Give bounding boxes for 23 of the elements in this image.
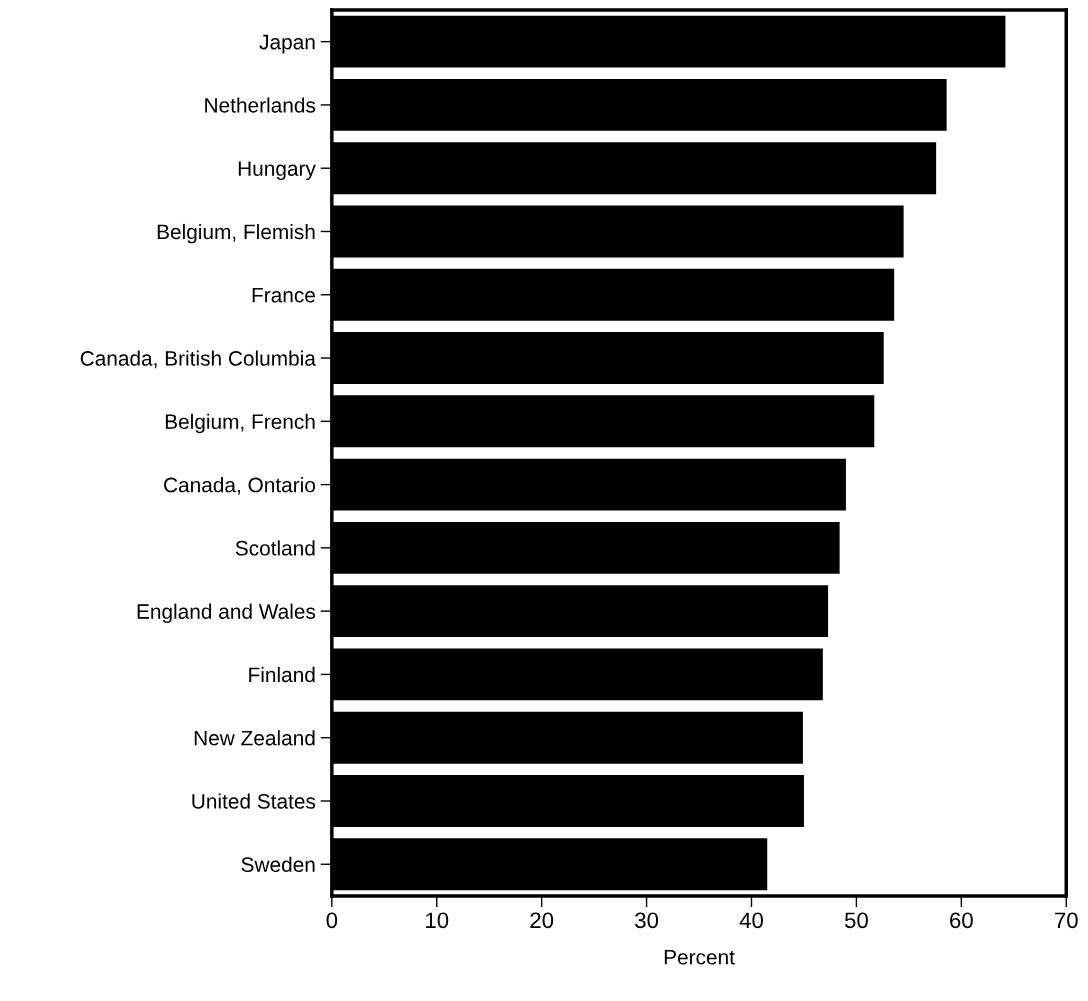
y-tick-label: France bbox=[252, 287, 315, 303]
y-tick-label: Hungary bbox=[238, 161, 316, 181]
y-tick-label: Belgium, Flemish bbox=[157, 223, 315, 244]
y-tick-label: New Zealand bbox=[194, 730, 315, 746]
y-tick-label: Netherlands bbox=[205, 97, 316, 113]
y-tick-label: United States bbox=[192, 793, 316, 809]
y-tick-label: Belgium, French bbox=[165, 413, 315, 434]
y-tick-label: Canada, British Columbia bbox=[80, 350, 316, 369]
x-tick-label: 40 bbox=[739, 912, 763, 929]
x-tick-label: 0 bbox=[326, 912, 338, 929]
y-tick-label: England and Wales bbox=[137, 603, 316, 624]
x-tick-label: 60 bbox=[950, 912, 973, 929]
y-tick-label: Japan bbox=[259, 34, 315, 54]
x-tick-label: 10 bbox=[426, 912, 449, 929]
x-tick-label: 70 bbox=[1055, 912, 1078, 929]
y-tick-label: Scotland bbox=[235, 540, 315, 556]
y-tick-label: Canada, Ontario bbox=[164, 477, 316, 495]
x-tick-label: 30 bbox=[635, 912, 659, 929]
x-tick-label: 20 bbox=[530, 912, 554, 929]
y-tick-label: Sweden bbox=[241, 856, 315, 873]
y-tick-label: Finland bbox=[249, 666, 315, 683]
x-tick-label: 50 bbox=[844, 912, 868, 929]
x-axis-title: Percent bbox=[664, 950, 735, 965]
